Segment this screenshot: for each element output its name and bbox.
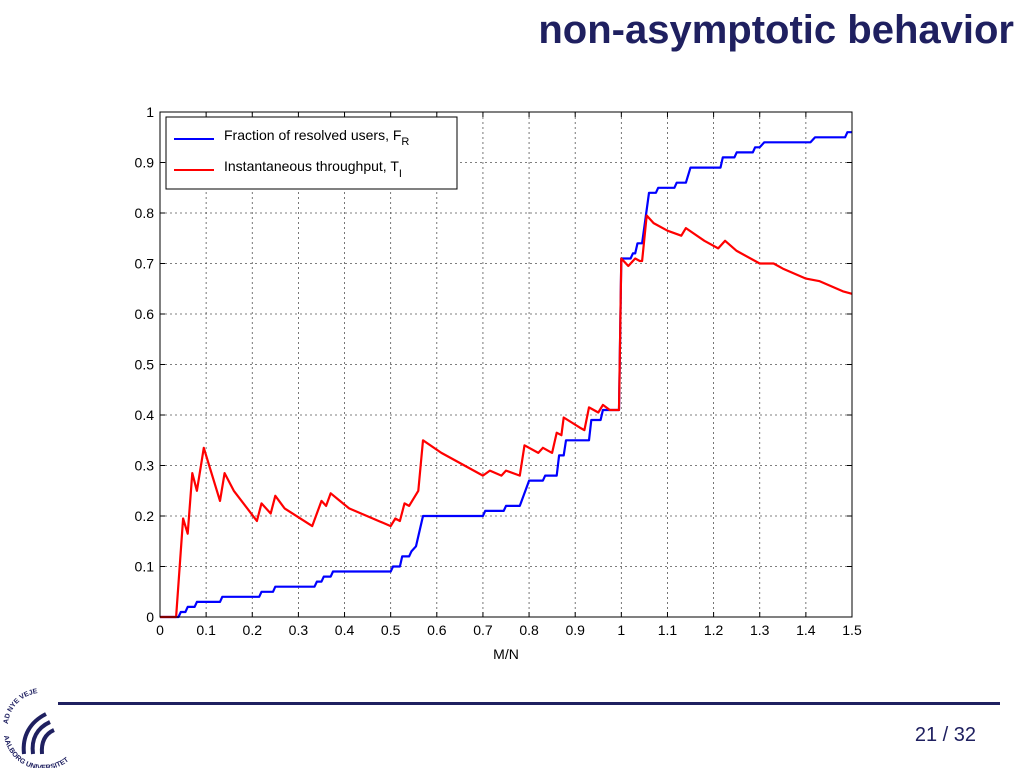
x-tick-label: 0.8 xyxy=(519,622,539,638)
x-axis-label: M/N xyxy=(493,646,519,662)
x-tick-label: 0.6 xyxy=(427,622,447,638)
x-tick-label: 0.4 xyxy=(335,622,355,638)
y-tick-label: 0.4 xyxy=(135,407,155,423)
x-tick-label: 0 xyxy=(156,622,164,638)
legend-label-fraction-resolved-text: Fraction of resolved users, F xyxy=(224,127,401,143)
line-chart: 0 0.1 0.2 0.3 0.4 0.5 0.6 0.7 0.8 0.9 1 1.1 1.2 1.3 1.… xyxy=(135,104,862,662)
x-tick-label: 0.3 xyxy=(289,622,309,638)
x-tick-label: 1.2 xyxy=(704,622,724,638)
y-tick-label: 0.3 xyxy=(135,458,155,474)
x-tick-label: 0.9 xyxy=(565,622,585,638)
footer-rule xyxy=(58,702,1000,705)
logo-university-name: AALBORG UNIVERSITET xyxy=(2,735,71,768)
logo-arc-2 xyxy=(30,720,51,755)
legend: Fraction of resolved users, FR Instantan… xyxy=(165,116,458,190)
x-tick-label: 1.1 xyxy=(658,622,678,638)
x-tick-label: 1.3 xyxy=(750,622,770,638)
y-tick-label: 0.8 xyxy=(135,205,155,221)
legend-label-instantaneous-throughput: Instantaneous throughput, TI xyxy=(224,158,402,180)
y-tick-label: 0.5 xyxy=(135,357,155,373)
x-tick-label: 0.7 xyxy=(473,622,493,638)
y-tick-label: 0.1 xyxy=(135,559,155,575)
x-tick-label: 0.5 xyxy=(381,622,401,638)
x-tick-label: 1.5 xyxy=(842,622,862,638)
y-tick-label: 0.6 xyxy=(135,306,155,322)
aalborg-university-logo: AD NYE VEJE AALBORG UNIVERSITET xyxy=(2,688,71,768)
logo-motto-path: AD NYE VEJE xyxy=(3,688,38,724)
series-lines xyxy=(160,131,853,619)
page-number: 21 / 32 xyxy=(914,724,976,746)
logo-arc-3 xyxy=(39,728,55,755)
legend-label-instantaneous-throughput-subscript: I xyxy=(399,168,402,180)
x-tick-label: 0.2 xyxy=(243,622,263,638)
legend-box xyxy=(165,116,458,190)
logo-motto: AD NYE VEJE xyxy=(3,688,38,724)
x-axis: 0 0.1 0.2 0.3 0.4 0.5 0.6 0.7 0.8 0.9 1 1.1 1.2 1.3 1.… xyxy=(156,112,862,638)
series-line-0 xyxy=(160,131,852,619)
legend-label-instantaneous-throughput-text: Instantaneous throughput, T xyxy=(224,158,399,174)
x-tick-label: 1 xyxy=(617,622,625,638)
y-axis: 0 0.1 0.2 0.3 0.4 0.5 0.6 0.7 0.8 0.9 1 xyxy=(135,104,852,625)
y-tick-label: 0.7 xyxy=(135,256,155,272)
x-tick-label: 1.4 xyxy=(796,622,816,638)
legend-label-fraction-resolved: Fraction of resolved users, FR xyxy=(224,127,409,148)
slide-title: non-asymptotic behavior xyxy=(538,8,1014,52)
logo-university-name-path: AALBORG UNIVERSITET xyxy=(2,735,71,768)
y-tick-label: 0.2 xyxy=(135,508,155,524)
logo-arc-1 xyxy=(21,712,47,755)
y-tick-label: 0.9 xyxy=(135,155,155,171)
x-tick-label: 0.1 xyxy=(196,622,216,638)
legend-label-fraction-resolved-subscript: R xyxy=(401,136,409,148)
grid-lines xyxy=(160,112,852,617)
y-tick-label: 0 xyxy=(146,609,154,625)
series-line-1 xyxy=(160,214,853,619)
y-tick-label: 1 xyxy=(146,104,154,120)
